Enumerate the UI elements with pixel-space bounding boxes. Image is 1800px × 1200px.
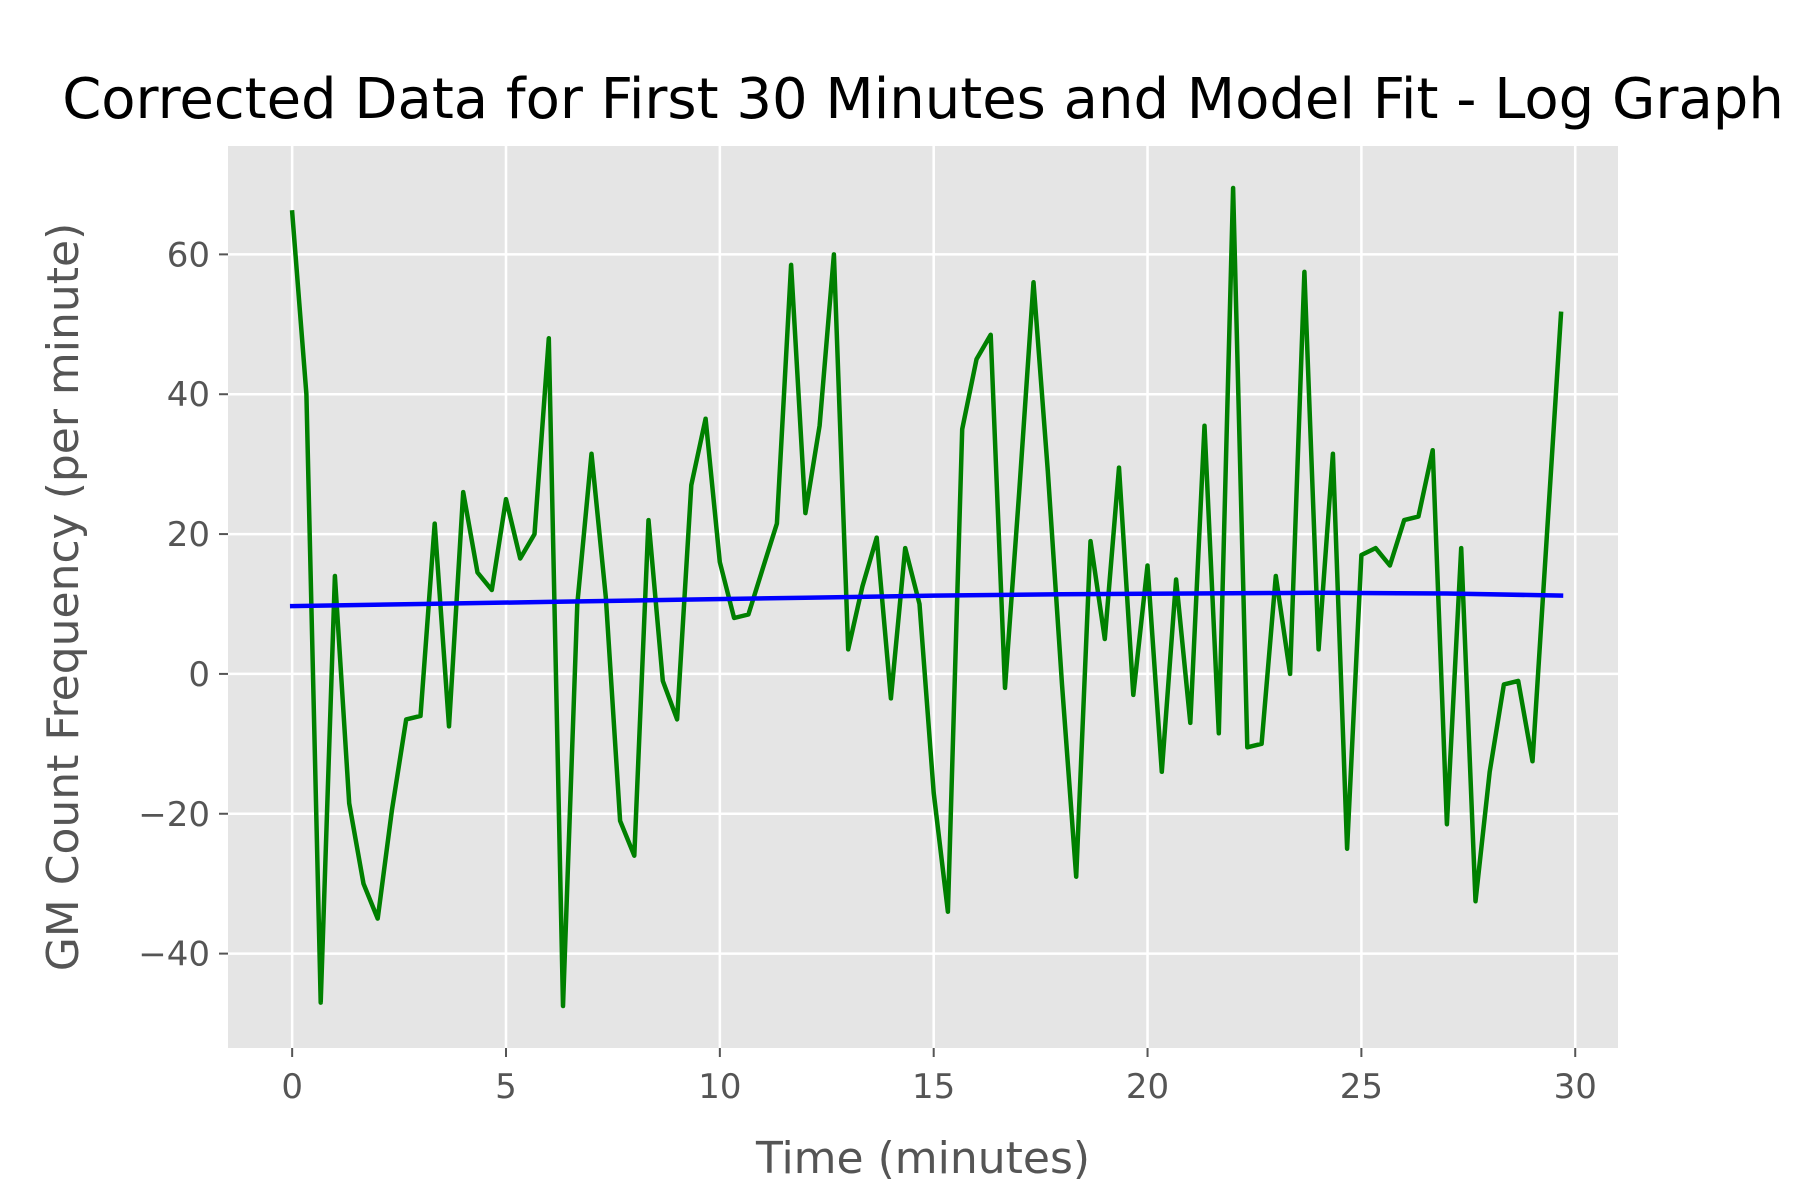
gridlines	[228, 146, 1618, 1048]
x-tick-label: 30	[1554, 1067, 1597, 1107]
x-tick-label: 5	[495, 1067, 517, 1107]
y-axis-ticks: −40 −20 0 20 40 60	[138, 235, 228, 975]
series-line-2	[289, 590, 1564, 609]
y-tick-label: 60	[167, 235, 210, 275]
y-tick-label: −20	[138, 795, 210, 835]
x-tick-label: 25	[1340, 1067, 1383, 1107]
y-tick-label: 0	[188, 655, 210, 695]
chart-title: Corrected Data for First 30 Minutes and …	[62, 67, 1784, 132]
y-tick-label: 20	[167, 515, 210, 555]
x-axis-ticks: 0 5 10 15 20 25 30	[281, 1048, 1597, 1107]
x-tick-label: 15	[912, 1067, 955, 1107]
y-tick-label: 40	[167, 375, 210, 415]
x-axis-label: Time (minutes)	[755, 1133, 1090, 1184]
x-tick-label: 20	[1126, 1067, 1169, 1107]
series-line-1	[289, 185, 1564, 1009]
y-axis-label: GM Count Frequency (per minute)	[38, 223, 89, 972]
y-tick-label: −40	[138, 935, 210, 975]
x-tick-label: 10	[698, 1067, 741, 1107]
series-lines	[289, 185, 1564, 1009]
x-tick-label: 0	[281, 1067, 303, 1107]
